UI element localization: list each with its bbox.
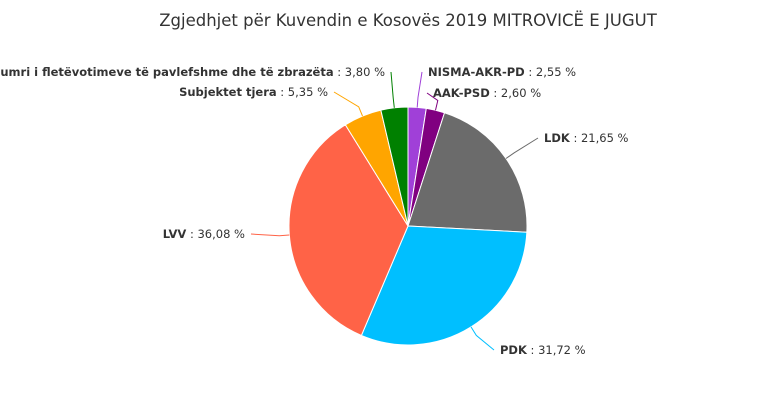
label-connectors [250,71,539,351]
label-connector-5 [333,91,363,117]
pie-slice-4 [288,124,409,337]
pie-slices [288,106,528,346]
label-connector-2 [505,137,539,159]
label-connector-4 [250,233,290,237]
data-label-5: Subjektet tjera : 5,35 % [179,85,328,99]
label-connector-3 [470,326,495,351]
chart-title: Zgjedhjet për Kuvendin e Kosovës 2019 MI… [159,11,657,30]
data-label-1: AAK-PSD : 2,60 % [433,86,541,100]
data-labels: NISMA-AKR-PD : 2,55 % AAK-PSD : 2,60 % LDK… [0,65,629,357]
data-label-6: Numri i fletëvotimeve të pavlefshme dhe … [0,65,385,79]
label-connector-1 [426,92,439,111]
data-label-4: LVV : 36,08 % [163,227,245,241]
data-label-3: PDK : 31,72 % [500,343,586,357]
data-label-2: LDK : 21,65 % [544,131,629,145]
label-connector-6 [390,71,395,108]
data-label-0: NISMA-AKR-PD : 2,55 % [428,65,576,79]
label-connector-0 [416,71,423,108]
